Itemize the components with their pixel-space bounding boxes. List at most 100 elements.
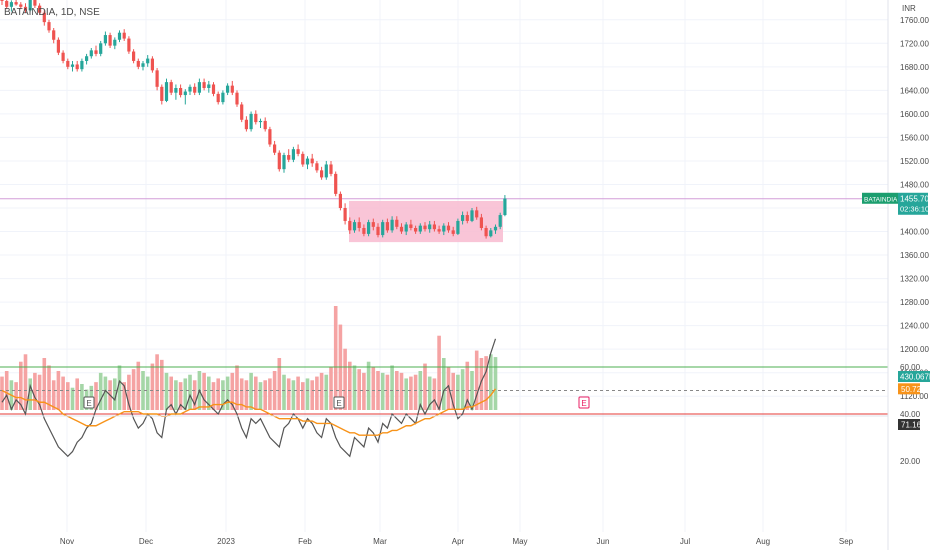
- volume-bar: [254, 376, 258, 410]
- rsi-value-tag[interactable]: [898, 419, 920, 430]
- volume-bar: [277, 358, 282, 410]
- candle-body: [33, 0, 37, 6]
- volume-bar: [399, 372, 404, 410]
- candle-body: [244, 119, 248, 130]
- candle-body: [273, 144, 277, 153]
- volume-bar: [230, 372, 235, 410]
- earnings-marker-label: E: [86, 399, 91, 408]
- price-tick-label: 1200.00: [900, 345, 929, 354]
- time-label: Nov: [60, 537, 74, 546]
- rsi-ma-value: 50.72: [901, 385, 922, 394]
- candle-body: [258, 120, 263, 123]
- candle-body: [418, 225, 422, 232]
- candle-body: [263, 120, 267, 130]
- range-box[interactable]: [349, 200, 503, 243]
- candle-body: [99, 43, 103, 54]
- candle-body: [423, 225, 427, 230]
- chart-grid: [0, 0, 888, 532]
- time-label: Mar: [373, 537, 387, 546]
- last-price-tag[interactable]: [898, 192, 928, 215]
- candle-body: [381, 222, 385, 236]
- rsi-ma-tag[interactable]: [898, 383, 920, 395]
- candle-body: [390, 219, 394, 231]
- volume-bar: [272, 371, 277, 410]
- candle-body: [61, 52, 65, 61]
- candle-body: [475, 210, 479, 218]
- volume-bar: [380, 372, 385, 410]
- volume-bar: [352, 365, 357, 410]
- candle-body: [310, 158, 314, 164]
- candle-body: [19, 4, 23, 7]
- earnings-marker[interactable]: [83, 396, 95, 409]
- volume-bar: [296, 376, 300, 410]
- candle-body: [164, 82, 169, 101]
- volume-bar: [131, 369, 136, 410]
- volume-bar: [409, 376, 413, 410]
- candle-body: [414, 228, 418, 232]
- candle-body: [179, 88, 183, 96]
- volume-bar: [169, 376, 173, 410]
- volume-bar: [324, 374, 329, 410]
- candle-body: [484, 228, 488, 237]
- candle-body: [320, 170, 324, 178]
- volume-bar: [127, 374, 131, 410]
- time-axis[interactable]: Nov Dec 2023 Feb Mar Apr May Jun Jul Aug Sep: [60, 537, 854, 546]
- volume-bar: [183, 378, 188, 410]
- volume-tag[interactable]: [898, 371, 930, 382]
- candle-body: [193, 86, 197, 93]
- candle-body: [343, 208, 347, 221]
- candle-body: [404, 224, 408, 232]
- candle-body: [329, 164, 333, 174]
- volume-bar: [432, 378, 437, 410]
- rsi-axis[interactable]: 71.16 60.00 40.00 20.00 50.72: [898, 363, 922, 466]
- volume-bar: [489, 354, 493, 410]
- volume-bar: [239, 378, 244, 410]
- symbol-tag[interactable]: [862, 192, 898, 204]
- candle-body: [160, 86, 164, 101]
- candle-body: [479, 217, 483, 228]
- volume-bar: [329, 367, 333, 410]
- volume-bar: [113, 378, 117, 410]
- volume-bar: [460, 369, 465, 410]
- volume-bar: [23, 354, 28, 410]
- earnings-marker[interactable]: [333, 396, 345, 409]
- volume-bar: [216, 378, 220, 410]
- candle-body: [122, 32, 126, 39]
- candle-body: [70, 64, 75, 67]
- candle-body: [9, 2, 13, 7]
- candle-body: [348, 220, 352, 231]
- candle-body: [183, 91, 187, 96]
- volume-bar: [465, 361, 470, 410]
- last-price-value: 1455.70: [900, 194, 929, 203]
- candle-body: [113, 39, 117, 46]
- volume-bar: [33, 372, 37, 410]
- candle-body: [451, 230, 455, 234]
- candle-body: [287, 155, 291, 160]
- time-label: May: [512, 537, 527, 546]
- volume-bar: [211, 382, 216, 410]
- volume-bar: [319, 372, 324, 410]
- candle-body: [89, 50, 93, 57]
- price-axis[interactable]: INR 1760.00 1720.00 1680.00 1640.00 1600.00 15…: [862, 4, 932, 401]
- volume-bar: [141, 371, 145, 410]
- earnings-marker[interactable]: [578, 396, 590, 409]
- volume-series: [0, 306, 498, 410]
- volume-bar: [249, 372, 253, 410]
- volume-bar: [28, 378, 32, 410]
- price-tick-label: 1560.00: [900, 133, 929, 142]
- candle-body: [305, 158, 310, 165]
- time-label: Dec: [139, 537, 153, 546]
- rsi-pane: [0, 338, 888, 458]
- candle-body: [282, 155, 286, 170]
- candle-body: [240, 104, 244, 120]
- price-tick-label: 1280.00: [900, 298, 929, 307]
- volume-bar: [470, 371, 474, 410]
- candle-body: [108, 35, 112, 46]
- price-tick-label: 1680.00: [900, 63, 929, 72]
- candle-body: [249, 113, 253, 130]
- volume-bar: [343, 348, 347, 410]
- volume-bar: [66, 382, 70, 410]
- volume-bar: [150, 363, 155, 410]
